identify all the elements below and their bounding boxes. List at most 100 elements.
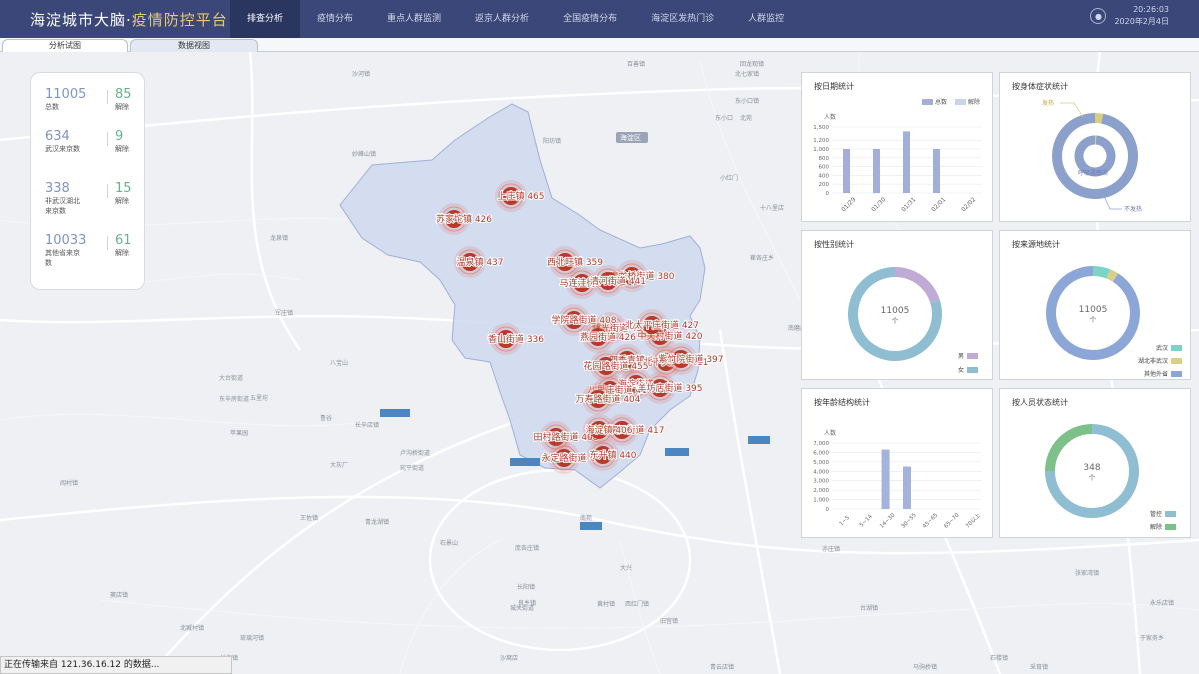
nav-item-distribution[interactable]: 疫情分布 [317,14,354,24]
ring-slice[interactable] [1046,266,1140,360]
summary-released-label: 解除 [115,197,129,205]
cluster-marker[interactable]: 燕园街道 426 [579,321,637,353]
place-label: 大台街道 [219,374,243,382]
nav-item-investigation[interactable]: 排查分析 [230,0,301,38]
cluster-marker[interactable]: 花园路街道 455 [582,350,650,382]
place-label: 台湖镇 [860,604,878,612]
cluster-label: 香山街道 336 [488,333,544,345]
nav-item-key-population[interactable]: 重点人群监测 [387,14,442,24]
panel-by-origin: 按来源地统计 11005 个 武汉 湖北非武汉 其他外省 [999,230,1191,380]
divider [107,132,108,146]
panel-title: 按人员状态统计 [1012,398,1068,407]
tab-analysis-view[interactable]: 分析试图 [2,39,128,52]
ring-slice[interactable] [1045,424,1139,518]
x-tick-label: 01/30 [870,196,887,213]
panel-title: 按日期统计 [814,82,854,91]
cluster-marker[interactable]: 上庄镇 465 [495,180,546,212]
summary-wuhan-released: 9 [115,129,124,144]
summary-hubei-value: 338 [45,181,70,196]
place-label: 南苑 [580,514,592,522]
place-label: 沙河镇 [352,70,370,78]
center-unit: 个 [1090,316,1097,324]
place-label: 琉璃河镇 [240,634,264,642]
cluster-marker[interactable]: 西北旺镇 359 [546,246,604,278]
tab-data-view[interactable]: 数据视图 [130,39,258,52]
cluster-marker[interactable]: 学院路街道 408 [550,304,618,336]
panel-title: 按性别统计 [814,240,854,249]
cluster-marker[interactable]: 甘家口街道 417 [598,414,666,446]
place-label: 宛平街道 [400,464,424,472]
legend-item-other[interactable]: 其他外省 [1144,369,1182,378]
cluster-label: 清河街道 441 [590,275,646,287]
x-tick-label: 1~5 [839,515,852,528]
ring-slice[interactable] [1092,266,1111,279]
nav-item-crowd-monitor[interactable]: 人群监控 [748,14,785,24]
place-label: 八宝山 [330,359,348,367]
ring-slice[interactable] [1094,113,1104,124]
summary-released-label: 解除 [115,145,129,153]
nav-item-returnees[interactable]: 返京人群分析 [475,14,530,24]
cluster-marker[interactable]: 万寿路街道 404 [574,383,642,415]
cluster-marker[interactable]: 青龙桥街道 380 [608,260,676,292]
bar[interactable] [903,131,910,193]
bar[interactable] [873,149,880,193]
view-tabs: 分析试图 数据视图 [0,38,1199,52]
bar[interactable] [881,449,890,509]
legend-item-total[interactable]: 总数 [921,97,947,106]
legend-item-male[interactable]: 男 [958,351,978,360]
y-tick-label: 4,000 [813,469,829,475]
x-tick-label: 01/29 [840,196,857,213]
cluster-marker[interactable]: 北太平庄街道 427 [624,309,700,341]
legend-item-controlled[interactable]: 管控 [1150,509,1176,518]
nav-item-national[interactable]: 全国疫情分布 [563,14,618,24]
place-label: 南磨房 [788,324,806,332]
cluster-marker[interactable]: 海淀镇 406 [583,414,634,446]
ring-slice[interactable] [1106,269,1119,282]
cluster-marker[interactable]: 羊坊店街道 395 [636,372,704,404]
ring-slice[interactable] [848,267,942,361]
place-label: 城关街道 [510,604,534,612]
cluster-marker[interactable]: 苏家坨镇 426 [435,203,493,235]
summary-other-released: 61 [115,233,132,248]
main-nav: 排查分析 疫情分布 重点人群监测 返京人群分析 全国疫情分布 海淀区发热门诊 人… [230,0,801,38]
bar[interactable] [843,149,850,193]
legend-label: 武汉 [1155,345,1168,352]
ring-slice[interactable] [1045,424,1093,472]
place-label: 崔各庄乡 [750,254,774,262]
bar[interactable] [903,466,911,509]
user-icon[interactable]: ● [1090,8,1107,24]
place-label: 青龙湖镇 [365,518,389,526]
summary-wuhan-value: 634 [45,129,70,144]
clock-time: 20:26:03 [1133,5,1169,14]
legend-item-released[interactable]: 解除 [1150,522,1176,531]
y-tick-label: 2,000 [813,488,829,494]
cluster-marker[interactable]: 香山街道 336 [487,323,545,355]
legend-item-released[interactable]: 解除 [954,97,980,106]
legend-item-female[interactable]: 女 [958,365,978,374]
cluster-marker[interactable]: 紫竹院街道 397 [657,343,725,375]
y-tick-label: 7,000 [813,441,829,447]
ring-slice[interactable] [894,267,940,303]
place-label: 大兴 [620,564,632,572]
legend-item-hubei[interactable]: 湖北非武汉 [1138,356,1182,365]
legend-item-wuhan[interactable]: 武汉 [1156,343,1182,352]
cluster-marker[interactable]: 四季青镇 423 [608,344,666,376]
cluster-marker[interactable]: 东升镇 440 [587,439,638,471]
bar[interactable] [933,149,940,193]
y-tick-label: 1,000 [813,147,829,153]
nav-item-fever-clinic[interactable]: 海淀区发热门诊 [651,14,715,24]
summary-released-label: 解除 [115,103,129,111]
ring-slice[interactable] [1052,113,1138,199]
panel-title: 按年龄结构统计 [814,398,870,407]
cluster-marker[interactable]: 清河街道 441 [589,265,647,297]
panel-title: 按来源地统计 [1012,240,1060,249]
place-label: 五里坨 [250,394,268,402]
summary-hubei-label: 非武汉湖北来京数 [45,197,80,215]
ring-slice[interactable] [1074,135,1116,177]
y-tick-label: 1,500 [813,125,829,131]
legend-label: 解除 [967,99,980,106]
cluster-marker[interactable]: 田村路街道 408 [532,421,600,453]
cluster-marker[interactable]: 温泉镇 437 [454,246,505,278]
